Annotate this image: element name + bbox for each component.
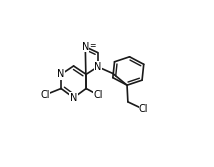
Text: Cl: Cl (93, 90, 103, 100)
Text: N: N (82, 42, 89, 52)
Text: Cl: Cl (40, 90, 50, 100)
Text: N: N (57, 69, 65, 79)
Text: N: N (94, 62, 101, 72)
Text: Cl: Cl (139, 104, 149, 114)
Text: N: N (70, 93, 77, 103)
Text: =: = (89, 41, 96, 50)
